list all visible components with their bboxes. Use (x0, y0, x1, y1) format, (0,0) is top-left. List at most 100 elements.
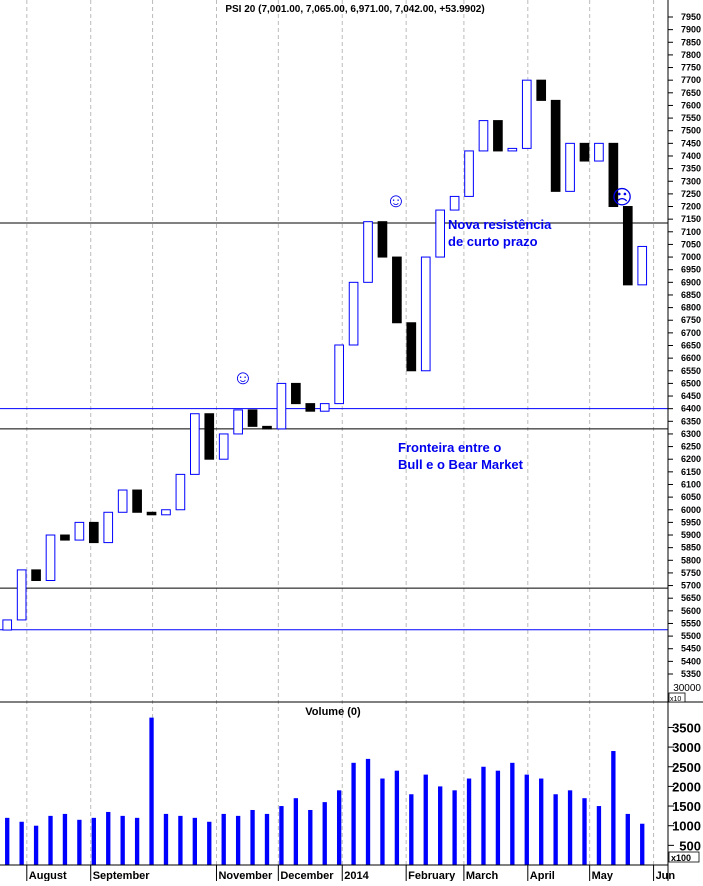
volume-bar (192, 817, 197, 865)
y-tick-label: 6700 (681, 328, 701, 338)
y-tick-label: 5500 (681, 631, 701, 641)
candle-up (103, 511, 114, 544)
candle-up (16, 569, 27, 621)
y-tick-label: 6200 (681, 454, 701, 464)
candle-up (565, 142, 575, 192)
volume-bar (452, 790, 457, 865)
volume-multiplier-label: x100 (671, 853, 691, 863)
volume-bar (380, 778, 385, 865)
y-tick-label: 6400 (681, 404, 701, 414)
candle-up (161, 509, 171, 516)
chart-title: PSI 20 (7,001.00, 7,065.00, 6,971.00, 7,… (225, 4, 484, 15)
candle-down (305, 403, 316, 412)
candle-down (392, 256, 402, 324)
volume-bar (582, 798, 587, 865)
y-tick-label: 7950 (681, 12, 701, 22)
volume-bar (553, 794, 558, 865)
month-label: 2014 (344, 870, 369, 881)
volume-bar (279, 806, 284, 865)
y-tick-label: 5750 (681, 568, 701, 578)
volume-tick-label: 500 (679, 838, 701, 853)
y-tick-label: 7600 (681, 100, 701, 110)
y-tick-label: 7750 (681, 63, 701, 73)
month-label: Jun (656, 870, 676, 881)
candle-up (319, 403, 330, 412)
volume-tick-label: 3000 (672, 740, 701, 755)
candle-up (218, 433, 229, 460)
volume-bar (510, 762, 515, 865)
y-tick-label: 7700 (681, 75, 701, 85)
y-tick-label: 7800 (681, 50, 701, 60)
volume-bar (625, 813, 630, 865)
y-tick-label: 6100 (681, 479, 701, 489)
y-tick-label: 7350 (681, 164, 701, 174)
volume-bar (264, 813, 270, 865)
volume-bar (495, 770, 501, 865)
volume-bar (163, 813, 169, 865)
volume-bar (91, 817, 96, 865)
volume-bar (120, 815, 125, 865)
y-tick-label: 5550 (681, 618, 701, 628)
candle-down (204, 413, 215, 460)
horizontal-lines (0, 222, 668, 631)
candle-up (74, 521, 85, 541)
y-tick-label: 7300 (681, 176, 701, 186)
y-tick-label: 7400 (681, 151, 701, 161)
candle-up (276, 382, 287, 430)
annotation-resistance-2: de curto prazo (448, 234, 538, 249)
candle-up (348, 281, 359, 346)
candle-up (594, 142, 604, 162)
candle-up (190, 413, 200, 475)
y-tick-label: 7850 (681, 37, 701, 47)
y-tick-label: 7650 (681, 88, 701, 98)
candle-up (435, 209, 446, 258)
volume-bar (207, 821, 212, 865)
y-tick-label: 6050 (681, 492, 701, 502)
y-tick-label: 7000 (681, 252, 701, 262)
candle-up (637, 245, 648, 286)
volume-bar (77, 819, 82, 865)
volume-bar (19, 821, 24, 865)
volume-bar (481, 766, 486, 865)
y-tick-label: 7050 (681, 239, 701, 249)
y-tick-label: 5700 (681, 581, 701, 591)
candle-down (60, 534, 70, 541)
y-tick-label: 7550 (681, 113, 701, 123)
smiley-icon: ☺ (386, 190, 406, 212)
volume-bar (394, 770, 400, 865)
smiley-icon: ☺ (233, 367, 253, 389)
candle-down (146, 511, 157, 516)
candle-up (117, 489, 128, 513)
volume-bar (106, 811, 111, 865)
month-label: December (280, 870, 334, 881)
y-tick-label: 5950 (681, 517, 701, 527)
candle-up (175, 473, 186, 511)
annotation-border-1: Fronteira entre o (398, 440, 501, 455)
y-tick-label: 5850 (681, 543, 701, 553)
volume-tick-label: 2000 (672, 779, 701, 794)
volume-bar (596, 806, 602, 865)
candle-up (449, 195, 460, 211)
volume-bar (149, 717, 154, 865)
price-multiplier-label: x10 (670, 696, 681, 703)
candle-down (550, 99, 561, 192)
y-tick-label: 5350 (681, 669, 701, 679)
candle-down (579, 142, 590, 162)
y-tick-label: 6650 (681, 341, 701, 351)
y-tick-label: 7200 (681, 202, 701, 212)
candle-up (420, 256, 431, 372)
y-tick-label: 7100 (681, 227, 701, 237)
volume-bar (33, 825, 39, 865)
candle-down (291, 382, 301, 405)
volume-tick-label: 2500 (672, 760, 701, 775)
candle-down (31, 569, 41, 582)
y-tick-label: 5800 (681, 555, 701, 565)
y-tick-label: 6900 (681, 277, 701, 287)
y-tick-label: 5650 (681, 593, 701, 603)
volume-bar (62, 813, 68, 865)
month-label: February (408, 870, 456, 881)
volume-bar (524, 774, 529, 865)
y-tick-label: 7150 (681, 214, 701, 224)
